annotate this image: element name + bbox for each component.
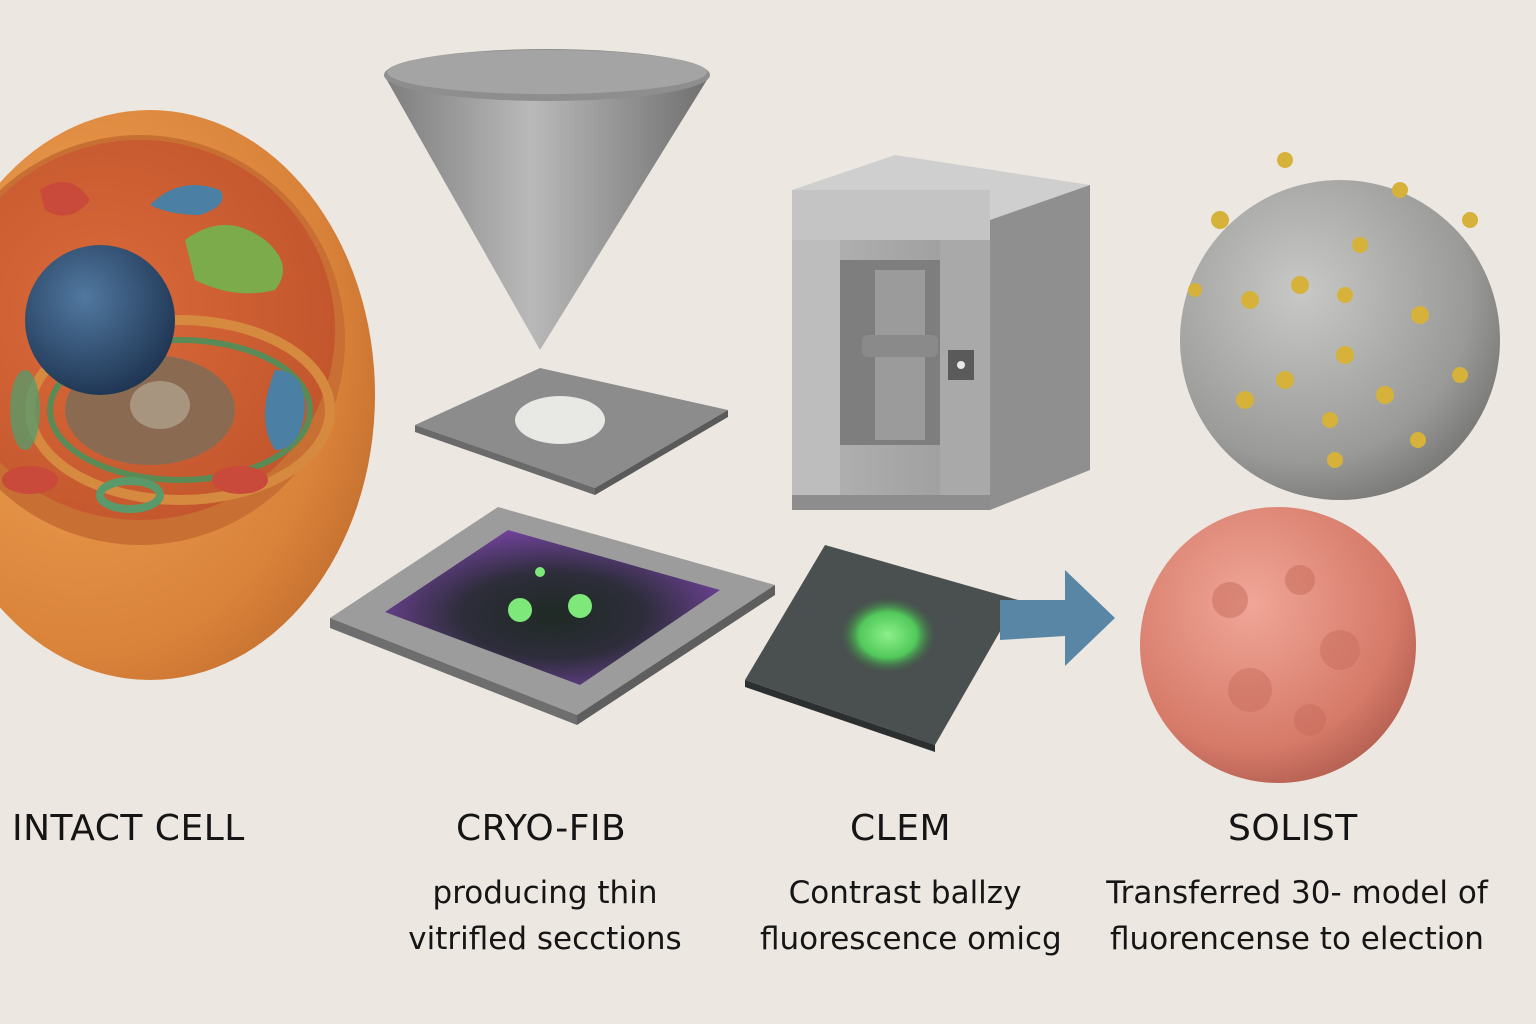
- step-2-description: producing thin vitrifled secctions: [400, 870, 690, 962]
- step-1-title: INTACT CELL: [12, 808, 245, 849]
- step-2-description-line-1: producing thin: [432, 875, 658, 911]
- step-4-description-line-1: Transferred 30- model of: [1106, 875, 1488, 911]
- step-2-title: CRYO-FIB: [456, 808, 627, 849]
- arrow-right-icon: [1000, 570, 1115, 666]
- ion-beam-cone-icon: [384, 49, 710, 350]
- step-3-description-line-1: Contrast ballzy: [788, 875, 1022, 911]
- spiked-particle-icon: [1180, 152, 1500, 500]
- fluorescence-slide-icon: [745, 545, 1018, 752]
- step-4-description-line-2: fluorencense to election: [1110, 921, 1484, 957]
- pink-particle-icon: [1140, 507, 1416, 783]
- grid-slab-icon: [415, 368, 728, 495]
- step-4-title: SOLIST: [1228, 808, 1358, 849]
- step-2-description-line-2: vitrifled secctions: [408, 921, 682, 957]
- step-3-description-line-2: fluorescence omicg: [760, 921, 1062, 957]
- step-3-description: Contrast ballzy fluorescence omicg: [760, 870, 1062, 962]
- microscope-box-icon: [792, 155, 1090, 510]
- step-3-title: CLEM: [850, 808, 951, 849]
- step-4-description: Transferred 30- model of fluorencense to…: [1102, 870, 1492, 962]
- nucleus-icon: [25, 245, 175, 395]
- fluorescence-frame-icon: [330, 507, 775, 725]
- cell-cross-section-icon: [0, 110, 375, 680]
